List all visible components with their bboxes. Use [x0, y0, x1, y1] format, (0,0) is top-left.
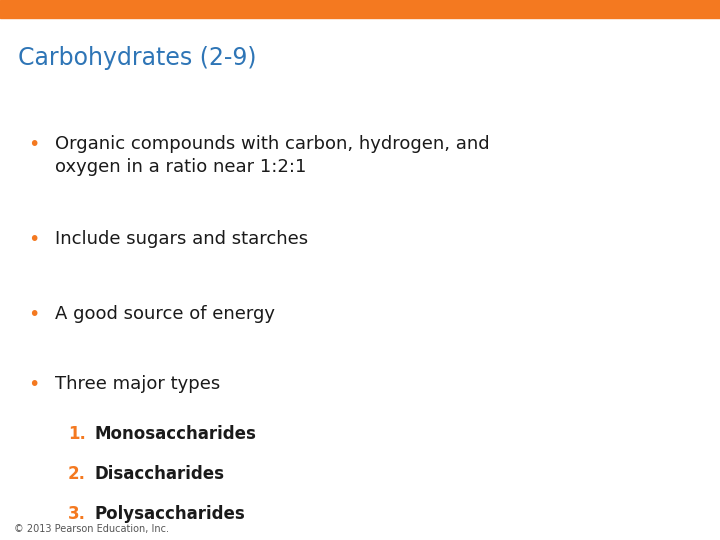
- Text: 2.: 2.: [68, 465, 86, 483]
- Text: •: •: [28, 305, 40, 324]
- Text: •: •: [28, 230, 40, 249]
- Text: © 2013 Pearson Education, Inc.: © 2013 Pearson Education, Inc.: [14, 524, 169, 534]
- Text: A good source of energy: A good source of energy: [55, 305, 275, 323]
- Text: Disaccharides: Disaccharides: [95, 465, 225, 483]
- Text: Polysaccharides: Polysaccharides: [95, 505, 246, 523]
- Text: 1.: 1.: [68, 425, 86, 443]
- Text: 3.: 3.: [68, 505, 86, 523]
- Text: •: •: [28, 375, 40, 394]
- Bar: [0, 0, 720, 18]
- Text: Organic compounds with carbon, hydrogen, and
oxygen in a ratio near 1:2:1: Organic compounds with carbon, hydrogen,…: [55, 135, 490, 176]
- Text: •: •: [28, 135, 40, 154]
- Text: Carbohydrates (2-9): Carbohydrates (2-9): [18, 46, 256, 70]
- Text: Monosaccharides: Monosaccharides: [95, 425, 257, 443]
- Text: Include sugars and starches: Include sugars and starches: [55, 230, 308, 248]
- Text: Three major types: Three major types: [55, 375, 220, 393]
